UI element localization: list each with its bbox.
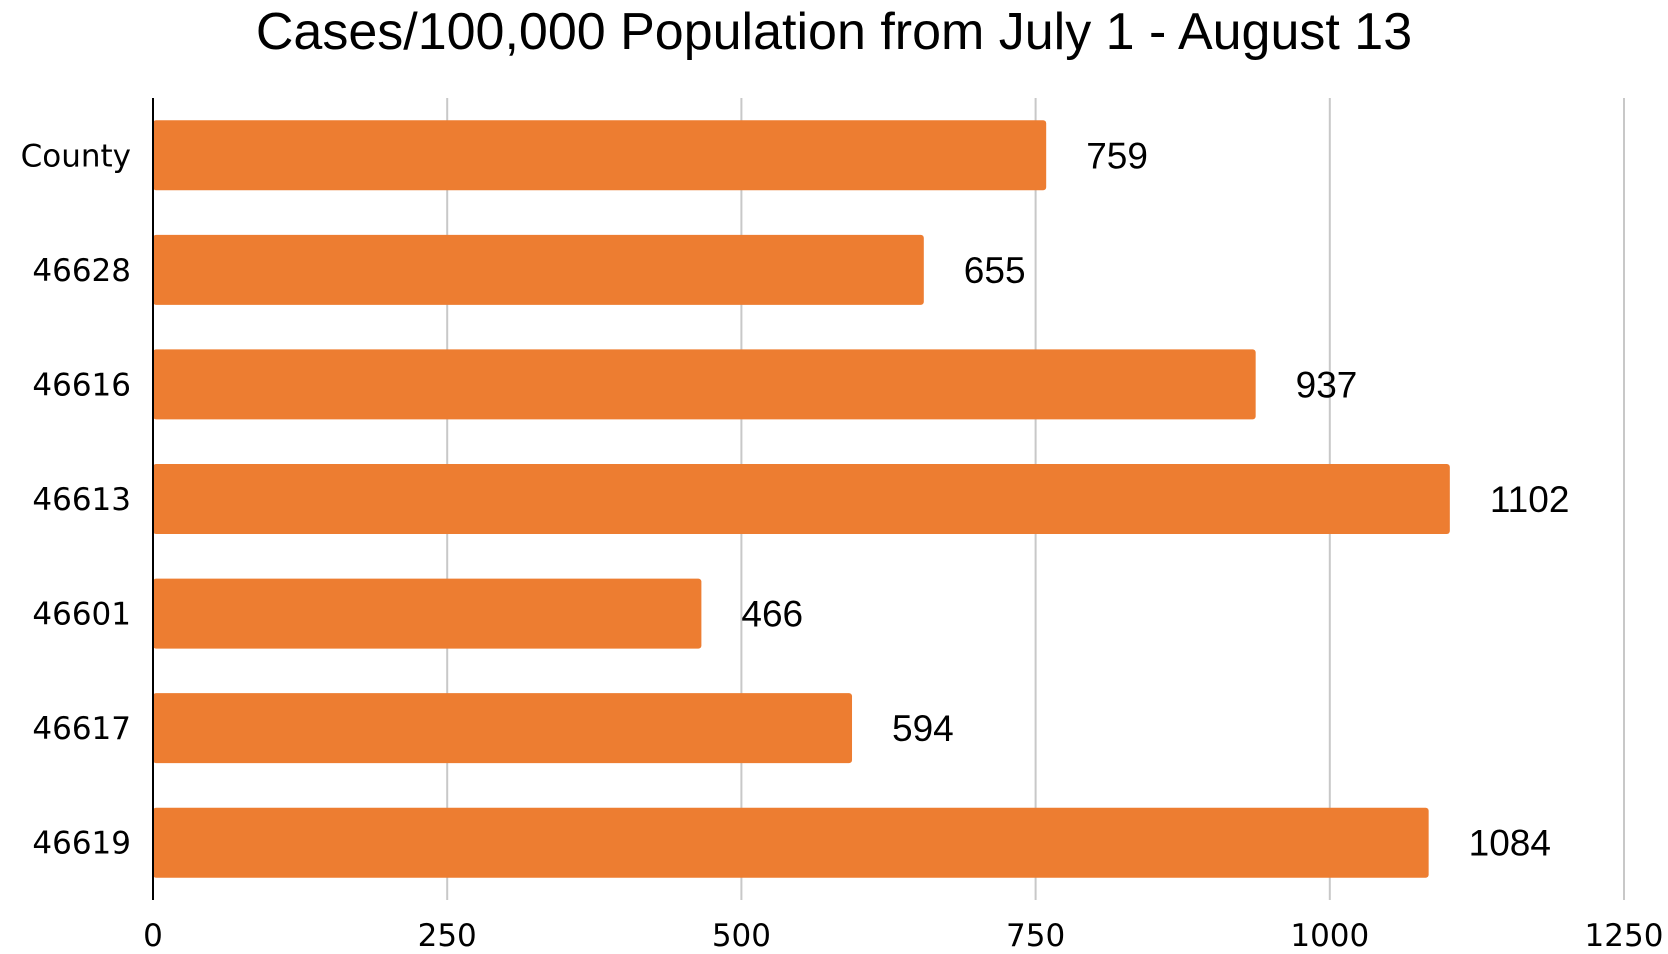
data-label: 466 — [741, 594, 803, 635]
category-label: 46628 — [32, 253, 131, 289]
labels: 0 250 500 750 1000 1250 County 759 46628 655 46616… — [21, 135, 1664, 954]
category-label: 46616 — [32, 367, 131, 403]
data-label: 655 — [964, 250, 1026, 291]
data-label: 594 — [892, 708, 954, 749]
data-label: 1084 — [1469, 823, 1551, 864]
bar — [153, 120, 1047, 191]
x-tick-label: 1000 — [1290, 918, 1369, 954]
bar — [153, 234, 924, 305]
data-label: 1102 — [1490, 479, 1570, 520]
bar — [153, 578, 702, 649]
chart-title: Cases/100,000 Population from July 1 - A… — [255, 3, 1413, 61]
x-tick-label: 0 — [143, 918, 163, 954]
category-label: 46617 — [32, 711, 131, 747]
bar — [153, 349, 1256, 420]
bar — [153, 464, 1450, 534]
data-label: 759 — [1086, 135, 1148, 176]
x-tick-label: 500 — [712, 918, 771, 954]
bar — [153, 693, 853, 764]
category-label: 46613 — [32, 482, 131, 518]
x-tick-label: 1250 — [1585, 918, 1664, 954]
category-label: 46601 — [32, 597, 131, 633]
category-label: County — [21, 138, 131, 174]
x-tick-label: 250 — [418, 918, 477, 954]
bars — [153, 120, 1450, 878]
category-label: 46619 — [32, 826, 131, 862]
data-label: 937 — [1296, 364, 1358, 405]
bar — [153, 807, 1429, 878]
x-tick-label: 750 — [1006, 918, 1065, 954]
